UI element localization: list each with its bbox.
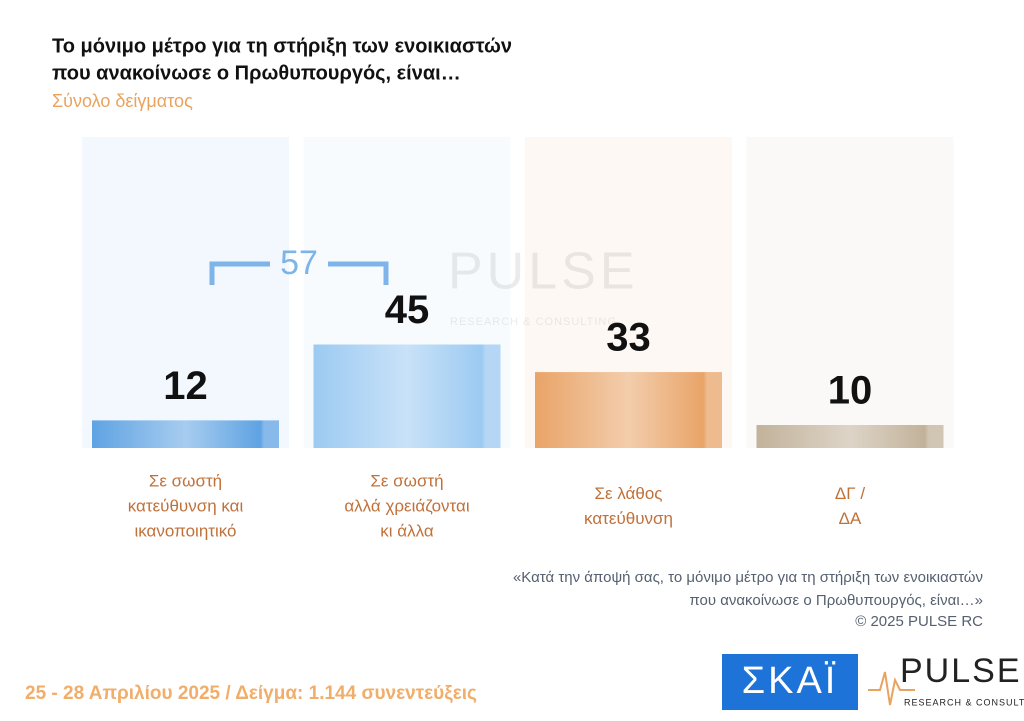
skai-logo-bg — [722, 654, 858, 710]
value-label: 33 — [606, 316, 651, 360]
pulse-logo-wave — [868, 671, 915, 706]
x-tick-label: ΔΓ / — [835, 484, 865, 503]
bar-shine — [313, 344, 501, 448]
pulse-logo: PULSE — [900, 652, 1022, 690]
watermark: PULSE RESEARCH & CONSULTING — [448, 243, 639, 328]
bar-panel — [746, 137, 954, 448]
bar-panel — [82, 137, 289, 448]
x-tick-label: ικανοποιητικό — [134, 521, 236, 540]
watermark-name: PULSE — [448, 243, 639, 301]
bracket-label: 57 — [280, 244, 318, 282]
chart-subtitle: Σύνολο δείγματος — [52, 91, 193, 111]
x-tick-label: Σε σωστή — [149, 471, 222, 490]
copyright: © 2025 PULSE RC — [855, 613, 983, 630]
value-label: 10 — [828, 369, 873, 413]
bar-shine — [535, 372, 722, 448]
bar-shine — [756, 425, 944, 448]
bar-shine — [92, 420, 279, 448]
x-tick-label: ΔΑ — [839, 509, 862, 528]
footer: 25 - 28 Απριλίου 2025 / Δείγμα: 1.144 συ… — [25, 683, 477, 704]
watermark-sub: RESEARCH & CONSULTING — [450, 316, 617, 328]
pulse-logo-sub: RESEARCH & CONSULTING — [904, 697, 1024, 707]
x-tick-label: Σε λάθος — [595, 484, 663, 503]
chart-title: Το μόνιμο μέτρο για τη στήριξη των ενοικ… — [52, 35, 512, 57]
x-tick-label: αλλά χρειάζονται — [344, 496, 470, 515]
note: «Κατά την άποψή σας, το μόνιμο μέτρο για… — [513, 569, 983, 586]
x-tick-label: Σε σωστή — [370, 471, 443, 490]
value-label: 45 — [385, 288, 430, 332]
x-tick-label: κι άλλα — [380, 521, 434, 540]
x-tick-label: κατεύθυνση και — [128, 496, 244, 515]
value-label: 12 — [163, 364, 208, 408]
note: που ανακοίνωσε ο Πρωθυπουργός, είναι…» — [689, 592, 983, 609]
chart-title: που ανακοίνωσε ο Πρωθυπουργός, είναι… — [52, 62, 461, 84]
skai-logo: ΣΚΑΪ — [742, 660, 839, 702]
x-tick-label: κατεύθυνση — [584, 509, 673, 528]
bracket — [209, 261, 389, 285]
